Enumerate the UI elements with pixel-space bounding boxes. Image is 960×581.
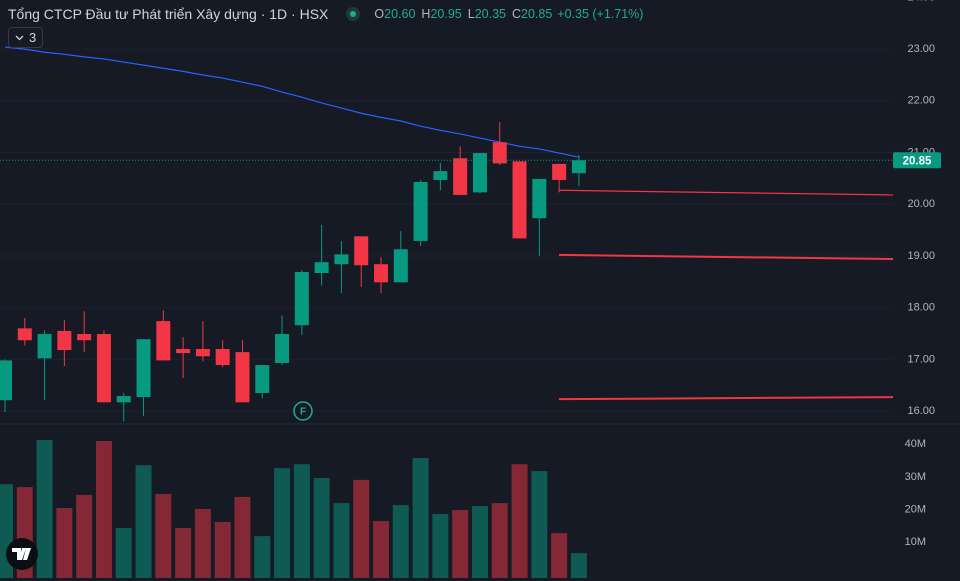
candle-body: [571, 160, 586, 174]
volume-bar: [531, 471, 548, 578]
volume-bar: [432, 513, 449, 578]
volume-bar: [551, 533, 568, 578]
candle-body: [275, 334, 290, 363]
candle-body: [176, 349, 191, 354]
last-price-box: [893, 152, 941, 169]
volume-bar: [333, 503, 350, 578]
candle-body: [294, 271, 309, 326]
y-tick-label: 16.00: [907, 405, 935, 417]
volume-bar: [412, 457, 429, 578]
chevron-icon: [15, 35, 24, 40]
candle-body: [334, 254, 349, 265]
y-tick-label: 23.00: [907, 43, 935, 55]
volume-bar: [115, 527, 132, 578]
event-marker-label: F: [300, 407, 306, 418]
candle-body: [0, 360, 12, 401]
volume-bar: [471, 506, 488, 578]
volume-bar: [76, 494, 93, 578]
volume-bar: [175, 527, 192, 578]
volume-bar: [570, 553, 587, 578]
header: Tổng CTCP Đầu tư Phát triển Xây dựng · 1…: [8, 4, 643, 24]
volume-bar: [254, 536, 271, 578]
last-price-label: 20.85: [903, 155, 932, 167]
volume-bar: [373, 521, 390, 578]
candle-body: [37, 334, 52, 359]
candle-body: [215, 349, 230, 366]
candle-body: [413, 182, 428, 241]
legend-key: C: [511, 7, 521, 21]
candle-body: [453, 158, 468, 195]
candle-body: [492, 142, 507, 164]
y-tick-label: 20.00: [907, 198, 935, 210]
legend-value: 20.85: [521, 7, 553, 21]
volume-bar: [293, 464, 310, 578]
candle-body: [77, 334, 92, 341]
volume-bar: [214, 522, 231, 578]
legend-value: 20.35: [474, 7, 506, 21]
y-tick-label: 18.00: [907, 302, 935, 314]
legend-value: 20.60: [384, 7, 416, 21]
drawn-line: [558, 189, 894, 196]
candle-body: [433, 171, 448, 180]
volume-bar: [511, 464, 528, 578]
status-dot: [346, 7, 361, 21]
candle-body: [512, 161, 527, 239]
candle-body: [472, 153, 487, 193]
logo-mark: [12, 548, 31, 560]
indicator-toggle[interactable]: 3: [8, 27, 44, 48]
volume-bar: [274, 468, 291, 578]
drawn-line: [558, 396, 894, 401]
legend-key: L: [467, 7, 475, 21]
volume-bar: [36, 440, 53, 578]
volume-bar: [95, 440, 112, 578]
volume-bar: [392, 505, 409, 578]
volume-bar: [56, 507, 73, 578]
drawn-line: [558, 253, 894, 261]
volume-bar: [135, 465, 152, 578]
candle-body: [195, 349, 210, 357]
volume-bar: [194, 508, 211, 578]
event-marker: [293, 401, 313, 421]
symbol-title: Tổng CTCP Đầu tư Phát triển Xây dựng · 1…: [8, 6, 329, 22]
y-tick-label: 19.00: [907, 250, 935, 262]
volume-bar: [155, 493, 172, 578]
legend-key: H: [421, 7, 431, 21]
volume-bar: [234, 496, 251, 578]
candle-body: [532, 178, 547, 219]
candle-body: [57, 330, 72, 351]
y-tick-label: 24.00: [907, 0, 935, 3]
volume-tick-label: 10M: [905, 536, 926, 548]
candle-body: [116, 396, 131, 403]
volume-tick-label: 20M: [905, 504, 926, 516]
volume-tick-label: 30M: [905, 471, 926, 483]
legend-value: 20.95: [430, 7, 462, 21]
candle-body: [17, 328, 32, 341]
moving-average: [4, 46, 580, 158]
volume-bar: [353, 479, 370, 578]
y-tick-label: 22.00: [907, 95, 935, 107]
candle-body: [374, 264, 389, 283]
y-tick-label: 17.00: [907, 353, 935, 365]
candle-body: [235, 352, 250, 403]
candle-body: [393, 249, 408, 283]
candle-body: [354, 236, 369, 266]
candle-body: [314, 262, 329, 274]
volume-bar: [491, 503, 508, 578]
volume-tick-label: 40M: [905, 438, 926, 450]
volume-bar: [452, 509, 469, 578]
candle-body: [96, 334, 111, 403]
candle-body: [156, 321, 171, 361]
volume-bar: [313, 477, 330, 578]
indicator-count: 3: [29, 30, 37, 45]
candle-body: [255, 365, 270, 393]
candle-body: [552, 163, 567, 180]
candle-body: [136, 339, 151, 398]
legend-change: +0.35 (+1.71%): [557, 7, 644, 21]
legend-key: O: [374, 7, 385, 21]
